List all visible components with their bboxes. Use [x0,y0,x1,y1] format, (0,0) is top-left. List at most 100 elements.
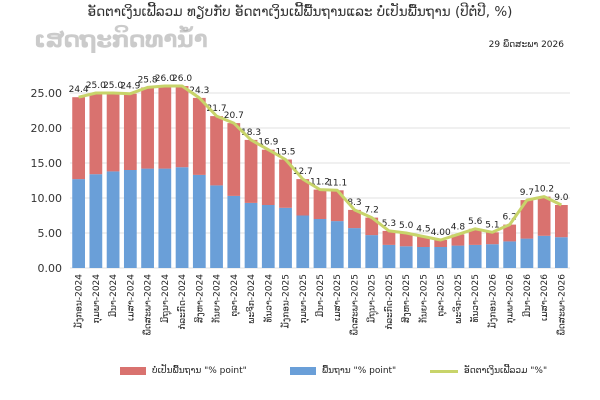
bar-noncore [313,189,327,219]
bar-noncore [382,230,396,245]
data-label: 5.0 [399,221,414,231]
bar-core [520,238,534,268]
data-label: 26.0 [155,74,175,84]
x-tick-label: ກໍລະກົດ-2024 [177,274,188,330]
bar-core [503,241,517,268]
bar-noncore [89,93,103,175]
x-tick-label: ມັງກອນ-2024 [74,274,85,329]
bar-core [399,246,413,268]
bar-core [365,235,379,268]
data-label: 25.0 [103,81,123,91]
bar-core [555,237,568,268]
bar-core [106,171,120,268]
bar-core [486,244,499,268]
bar-noncore [399,233,413,247]
bar-core [348,228,361,268]
bar-noncore [210,116,223,186]
data-label: 15.5 [275,148,295,158]
bar-noncore [348,209,361,229]
bar-core [537,235,551,268]
bar-core [158,168,172,268]
legend-label-noncore: ບໍ່ເປັນພື້ນຖານ "% point" [152,366,247,376]
data-label: 4.8 [451,222,466,232]
x-tick-label: ພະຈິກ-2024 [246,274,257,324]
data-label: 9.7 [520,188,534,198]
bar-noncore [468,228,482,245]
data-label: 24.3 [189,86,209,96]
bar-core [279,207,292,268]
bar-noncore [141,87,154,169]
bar-noncore [537,196,551,236]
bar-core [123,170,137,268]
data-label: 4.5 [416,225,430,235]
data-label: 5.6 [468,217,483,227]
bar-noncore [106,93,120,172]
data-label: 26.0 [172,74,192,84]
bar-noncore [486,232,499,245]
x-tick-label: ສິງຫາ-2025 [401,274,412,323]
bar-noncore [296,179,310,216]
data-label: 25.0 [86,81,106,91]
legend-item-core: ພື້ນຖານ "% point" [290,366,396,376]
x-tick-label: ກັນຍາ-2025 [418,274,429,323]
bar-core [210,185,223,268]
bar-core [244,202,258,268]
bar-noncore [555,205,568,238]
bar-noncore [227,123,241,196]
bar-noncore [175,86,189,168]
data-label: 25.8 [138,75,158,85]
x-tick-label: ທັນວາ-2025 [470,274,481,323]
bar-core [192,174,206,268]
bar-core [382,244,396,268]
bar-core [141,168,154,268]
bar-noncore [279,159,292,208]
data-label: 10.2 [534,185,554,195]
data-label: 18.3 [241,128,261,138]
data-label: 8.3 [347,198,361,208]
bar-noncore [261,149,275,205]
bar-noncore [158,86,172,169]
x-tick-label: ເມສາ-2024 [126,274,136,321]
data-label: 6.2 [502,213,516,223]
data-label: 20.7 [224,111,244,121]
x-tick-label: ພຶດສະພາ-2024 [143,274,154,336]
x-tick-label: ສິງຫາ-2024 [194,274,205,323]
bar-noncore [417,236,430,247]
y-tick-label: 10.00 [31,192,63,205]
bar-core [468,244,482,268]
bar-core [89,174,103,268]
bar-noncore [451,234,465,246]
x-tick-label: ພຶດສະພາ-2026 [556,274,567,336]
series-line-headline [78,84,563,242]
x-tick-label: ມັງກອນ-2025 [281,274,292,328]
x-tick-label: ມິຖຸນາ-2024 [160,274,173,323]
bar-core [313,219,327,268]
bar-core [72,179,85,268]
data-label: 24.9 [120,82,140,92]
y-tick-label: 20.00 [31,122,63,135]
legend-swatch-core [290,367,316,375]
x-tick-label: ມີນາ-2024 [108,274,119,318]
x-tick-label: ຕຸລາ-2025 [437,274,448,317]
y-tick-label: 5.00 [38,227,63,240]
bar-core [330,221,344,268]
bar-noncore [72,97,85,180]
x-tick-label: ກັນຍາ-2024 [212,274,223,323]
x-tick-label: ເມສາ-2026 [540,274,550,321]
x-tick-label: ພຶດສະພາ-2025 [350,274,361,335]
data-label: 4.00 [431,228,451,238]
data-label: 21.7 [207,104,227,114]
bar-noncore [123,93,137,170]
bar-noncore [520,200,534,239]
chart-title: ອັດຕາເງິນເຟີ້ລວມ ທຽບກັບ ອັດຕາເງິນເຟີ້ພື້… [87,4,513,20]
date-label: 29 ພຶດສະພາ 2026 [488,40,564,50]
bar-core [451,245,465,268]
x-tick-label: ມີນາ-2025 [315,274,326,317]
x-tick-label: ກໍລະກົດ-2025 [384,274,395,330]
data-label: 5.3 [382,219,396,229]
bar-noncore [330,190,344,222]
legend-swatch-headline [430,369,458,373]
bar-core [434,247,448,268]
legend-item-noncore: ບໍ່ເປັນພື້ນຖານ "% point" [120,366,247,376]
y-tick-label: 0.00 [38,262,63,275]
